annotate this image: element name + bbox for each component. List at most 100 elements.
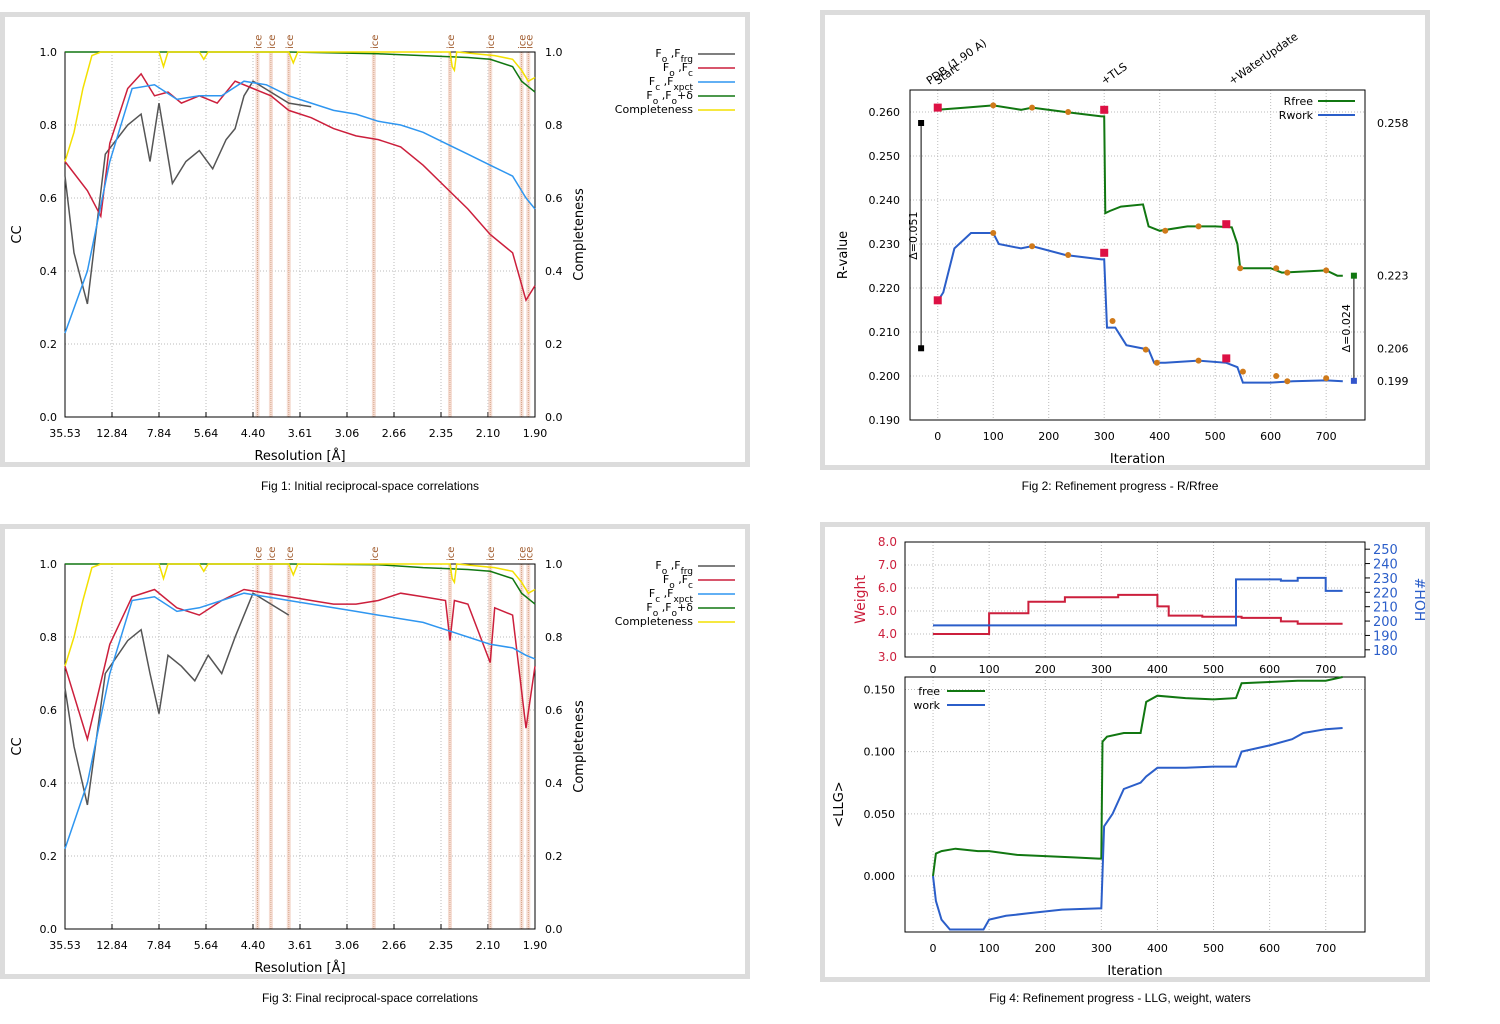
legend-label: Fo ,Ffrg <box>655 47 693 65</box>
y2-tick-label: 0.2 <box>545 338 563 351</box>
x-tick-label: 3.06 <box>335 939 360 952</box>
y-tick-label: 0.250 <box>869 150 901 163</box>
checkpoint-marker <box>933 103 942 112</box>
hoh-tick-label: 180 <box>1373 644 1398 659</box>
y-tick-label: 0.8 <box>40 119 58 132</box>
ice-ring-label: ice <box>370 35 381 49</box>
series-line-free <box>932 676 1343 877</box>
hoh-tick-label: 240 <box>1373 558 1398 573</box>
checkpoint-marker <box>933 296 942 305</box>
delta-right-bottom <box>1350 377 1357 384</box>
step-marker <box>1029 104 1036 111</box>
fig1-chart: 0.0 0.0 0.2 0.2 0.4 0.4 0.6 0.6 0.8 0.8 1.0 1.0 35.5… <box>10 35 735 462</box>
step-marker <box>1323 375 1330 382</box>
y-axis-label: R-value <box>836 231 851 279</box>
series-line-4 <box>64 51 536 162</box>
x-tick-label: 300 <box>1091 942 1112 955</box>
figure-1-caption: Fig 1: Initial reciprocal-space correlat… <box>260 479 480 493</box>
x-tick-label: 2.66 <box>382 939 407 952</box>
figure-1-panel: 0.0 0.0 0.2 0.2 0.4 0.4 0.6 0.6 0.8 0.8 1.0 1.0 35.5… <box>0 12 750 467</box>
fig4-chart: 3.04.05.06.07.08.01801902002102202302402… <box>832 535 1425 977</box>
x-tick-label: 7.84 <box>147 939 172 952</box>
y2-tick-label: 0.6 <box>545 704 563 717</box>
x-tick-label: 35.53 <box>49 939 81 952</box>
ice-ring-label: ice <box>524 35 535 49</box>
y2-axis-label: Completeness <box>572 700 587 793</box>
event-label: +TLS <box>1098 60 1129 87</box>
x-tick-label: 100 <box>979 942 1000 955</box>
checkpoint-marker <box>1100 105 1109 114</box>
plot-frame <box>909 89 1366 421</box>
y2-tick-label: 1.0 <box>545 46 563 59</box>
y-tick-label: 0.190 <box>869 414 901 427</box>
y-tick-label: 0.8 <box>40 631 58 644</box>
ice-ring-label: ice <box>486 35 497 49</box>
figure-2-panel: 0.190 0.200 0.210 0.220 0.230 0.240 0.250 0.260… <box>820 10 1430 470</box>
series-line-0 <box>64 80 312 305</box>
step-marker <box>1323 267 1330 274</box>
delta-left-top <box>918 120 925 126</box>
x-tick-label: 2.35 <box>429 427 454 440</box>
x-tick-label: 700 <box>1316 430 1337 443</box>
ice-ring-label: ice <box>285 547 296 561</box>
ice-ring-label: ice <box>253 35 264 49</box>
x-tick-label: 2.35 <box>429 939 454 952</box>
fig3-chart: 0.0 0.0 0.2 0.2 0.4 0.4 0.6 0.6 0.8 0.8 1.0 1.0 35.5… <box>10 547 735 974</box>
figure-4-caption: Fig 4: Refinement progress - LLG, weight… <box>989 991 1251 1005</box>
ice-ring-label: ice <box>518 547 529 561</box>
legend-label: Rwork <box>1279 109 1314 122</box>
y-tick-label: 0.210 <box>869 326 901 339</box>
step-marker <box>1109 318 1116 324</box>
weight-tick-label: 6.0 <box>878 581 897 595</box>
right-value-label: 0.199 <box>1377 375 1409 388</box>
x-axis-label: Resolution [Å] <box>254 960 345 974</box>
step-marker <box>1029 243 1036 250</box>
checkpoint-marker <box>1222 354 1231 363</box>
weight-tick-label: 8.0 <box>878 535 897 549</box>
right-value-label: 0.206 <box>1377 342 1409 355</box>
figure-4-panel: 3.0 4.0 5.0 6.0 7.0 8.0 180 190 200 210 220 230 240 2… <box>820 522 1430 982</box>
step-marker <box>990 230 997 236</box>
hoh-axis-label: #HOH <box>1411 578 1425 622</box>
x-tick-label: 12.84 <box>96 427 128 440</box>
x-axis-label: Iteration <box>1107 964 1162 977</box>
llg-tick-label: 0.150 <box>864 683 896 696</box>
ice-ring-label: ice <box>285 35 296 49</box>
y-tick-label: 0.4 <box>40 265 58 278</box>
x-tick-label: 400 <box>1147 942 1168 955</box>
y2-tick-label: 0.8 <box>545 119 563 132</box>
y2-axis-label: Completeness <box>572 188 587 281</box>
x-tick-label: 700 <box>1315 663 1336 676</box>
ice-ring-label: ice <box>486 547 497 561</box>
y2-tick-label: 0.2 <box>545 850 563 863</box>
x-tick-label: 4.40 <box>241 939 266 952</box>
x-tick-label: 500 <box>1203 942 1224 955</box>
y-tick-label: 1.0 <box>40 46 58 59</box>
weight-tick-label: 4.0 <box>878 627 897 641</box>
delta-right-top <box>1350 272 1357 279</box>
ice-ring-label: ice <box>267 35 278 49</box>
step-marker <box>1284 269 1291 276</box>
legend-label: Rfree <box>1284 95 1314 108</box>
y-tick-label: 0.2 <box>40 338 58 351</box>
delta-left-label: Δ=0.051 <box>907 212 920 260</box>
ice-ring-label: ice <box>524 547 535 561</box>
legend-label: Fo ,Fc <box>663 61 693 79</box>
x-tick-label: 3.61 <box>288 427 313 440</box>
y2-tick-label: 0.8 <box>545 631 563 644</box>
legend-label: Fo ,Fo+δ <box>646 601 693 619</box>
y-tick-label: 0.260 <box>869 106 901 119</box>
ice-ring-label: ice <box>446 35 457 49</box>
series-line-work <box>932 727 1343 931</box>
x-tick-label: 500 <box>1203 663 1224 676</box>
x-tick-label: 2.10 <box>476 939 501 952</box>
series-line-rfree <box>937 104 1343 277</box>
x-axis-label: Resolution [Å] <box>254 448 345 462</box>
figure-3-caption: Fig 3: Final reciprocal-space correlatio… <box>261 991 479 1005</box>
y-axis-label: CC <box>10 737 25 755</box>
x-tick-label: 500 <box>1205 430 1226 443</box>
event-label: PDB (1.90 A) <box>924 37 989 88</box>
x-tick-label: 12.84 <box>96 939 128 952</box>
series-line-hoh <box>933 576 1343 627</box>
x-tick-label: 5.64 <box>194 939 219 952</box>
